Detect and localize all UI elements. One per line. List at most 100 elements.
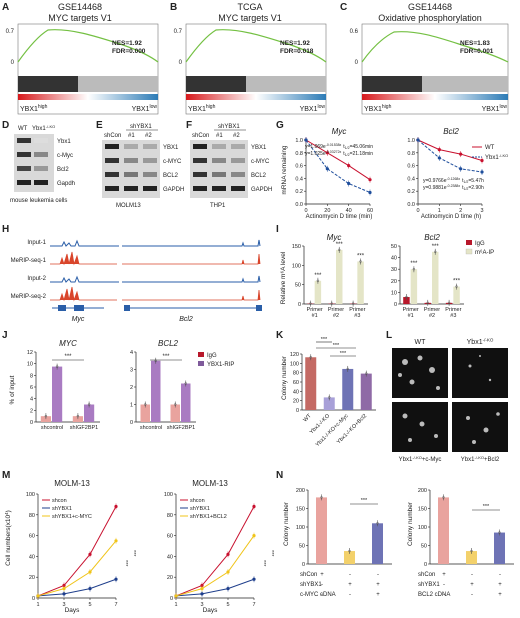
y-axis-title: Colony number	[407, 501, 414, 546]
sign-cell: +	[498, 592, 502, 598]
exon	[74, 305, 84, 311]
track-label: Input-2	[27, 276, 46, 282]
enrichment-curve	[361, 31, 509, 63]
series-line	[37, 578, 117, 597]
significance-stars: ***	[130, 550, 136, 557]
y-tick-label: 0.0	[295, 202, 303, 208]
legend-label: WT	[485, 145, 495, 151]
data-point	[320, 496, 323, 499]
x-tick-label: 3	[62, 602, 65, 608]
y-tick-label: 50	[295, 283, 301, 289]
enrichment-curve	[17, 29, 159, 63]
nes-label: NES=1.83	[460, 40, 490, 47]
legend-label: m⁶A-IP	[475, 249, 494, 256]
panel-a: A GSE14468 MYC targets V1 0.7 0 NES=1.92…	[2, 2, 159, 115]
sign-cell: +	[320, 572, 324, 578]
band	[17, 180, 31, 185]
blot-bands	[105, 144, 157, 191]
row-label: BCL2	[251, 173, 267, 179]
fit-equation-ko: y=0.9881e-0.2388x t1/2=2.90h	[423, 184, 484, 191]
data-point	[359, 260, 362, 263]
x-tick-label: #2	[333, 313, 339, 319]
y-tick-label: 3	[130, 368, 133, 374]
panel-letter: K	[276, 330, 284, 341]
ytick-label: 0.7	[174, 29, 183, 35]
row-label: c-MYC	[251, 159, 270, 165]
track-label: MeRIP-seq-2	[11, 294, 47, 300]
y-tick-label: 100	[26, 492, 35, 498]
y-tick-label: 150	[418, 507, 427, 513]
sign-cell: -	[349, 592, 351, 598]
panel-f: F shYBX1 shCon #1 #2 YBX1 c-MYC BCL2 GAP…	[186, 120, 272, 209]
fdr-label: FDR=0.000	[112, 48, 146, 55]
y-tick-label: 100	[418, 525, 427, 531]
row-label: GAPDH	[251, 187, 272, 193]
bar	[305, 357, 317, 410]
y-tick-label: 20	[167, 575, 173, 581]
y-tick-label: 100	[292, 263, 301, 269]
sign-cell: +	[498, 582, 502, 588]
y-tick-label: 0.6	[407, 164, 415, 170]
data-point	[348, 549, 351, 553]
bar	[432, 251, 439, 304]
g-myc-plot: 1.0 0.8 0.6 0.4 0.2 0.00 20 40 60	[295, 137, 373, 214]
col-label-wt: WT	[415, 339, 427, 346]
panel-letter: E	[96, 120, 103, 131]
significance-stars: ***	[453, 279, 461, 285]
band	[34, 180, 48, 185]
row-label: c-MYC	[163, 159, 182, 165]
sign-table: + + - - - - - - + + + + - - - - + +	[320, 572, 502, 598]
significance-stars: ***	[64, 354, 72, 360]
significance-stars: ***	[162, 354, 170, 360]
legend-label: YBX1-RIP	[207, 362, 234, 368]
x-tick-label: 0	[416, 208, 419, 214]
sign-cell: -	[349, 572, 351, 578]
ytick-label: 0	[11, 60, 15, 66]
sign-cell: -	[321, 592, 323, 598]
gsea-frame	[185, 23, 327, 115]
sign-cell: -	[499, 572, 501, 578]
legend-label: shYBX1+BCL2	[190, 514, 227, 520]
panel-subtitle: MYC targets V1	[48, 13, 112, 23]
sign-cell: +	[376, 592, 380, 598]
row-label: YBX1	[251, 145, 267, 151]
bar	[151, 360, 161, 422]
significance-stars: ***	[314, 273, 322, 279]
sign-cell: +	[470, 582, 474, 588]
lane-label: shCon	[104, 133, 121, 139]
rank-gradient	[362, 94, 508, 100]
y-tick-label: 200	[296, 488, 305, 494]
panel-j: J % of input MYC BCL2 024681012shcontrol…	[2, 330, 234, 431]
data-point	[55, 365, 59, 368]
x-tick-label: 5	[88, 602, 91, 608]
row-label: Bcl2	[57, 167, 69, 173]
data-point	[87, 403, 91, 406]
y-tick-label: 0	[394, 302, 397, 308]
panel-letter: L	[386, 330, 392, 341]
data-point	[365, 372, 368, 375]
nes-label: NES=1.92	[280, 40, 310, 47]
x-tick-label: #3	[354, 313, 360, 319]
panel-l: L WT Ybx1-/-KO Ybx1-/-KO+c-Myc Ybx1-/-KO…	[386, 330, 508, 463]
y-tick-label: 4	[130, 350, 133, 356]
panel-letter: N	[276, 470, 283, 481]
x-tick-label: #3	[450, 313, 456, 319]
lane-label: Ybx1-/-KO	[32, 124, 55, 132]
y-tick-label: 0.2	[295, 189, 303, 195]
bar	[336, 249, 343, 304]
bar	[323, 397, 335, 410]
nes-label: NES=1.92	[112, 40, 142, 47]
data-point	[174, 403, 177, 406]
y-tick-label: 50	[421, 544, 427, 550]
data-point	[144, 403, 147, 406]
high-label: YBX1high	[188, 104, 216, 113]
legend-label: IgG	[207, 353, 217, 359]
hit-sparse	[246, 76, 326, 92]
hit-barcode	[18, 76, 158, 92]
panel-letter: A	[2, 2, 9, 13]
lane-label: #1	[216, 133, 223, 139]
panel-letter: D	[2, 120, 9, 131]
data-point	[455, 285, 458, 288]
x-tick-label: Primer	[445, 307, 461, 313]
panel-m: M Cell numbers(x104) MOLM-13 MOLM-13 0 20…	[2, 470, 274, 614]
